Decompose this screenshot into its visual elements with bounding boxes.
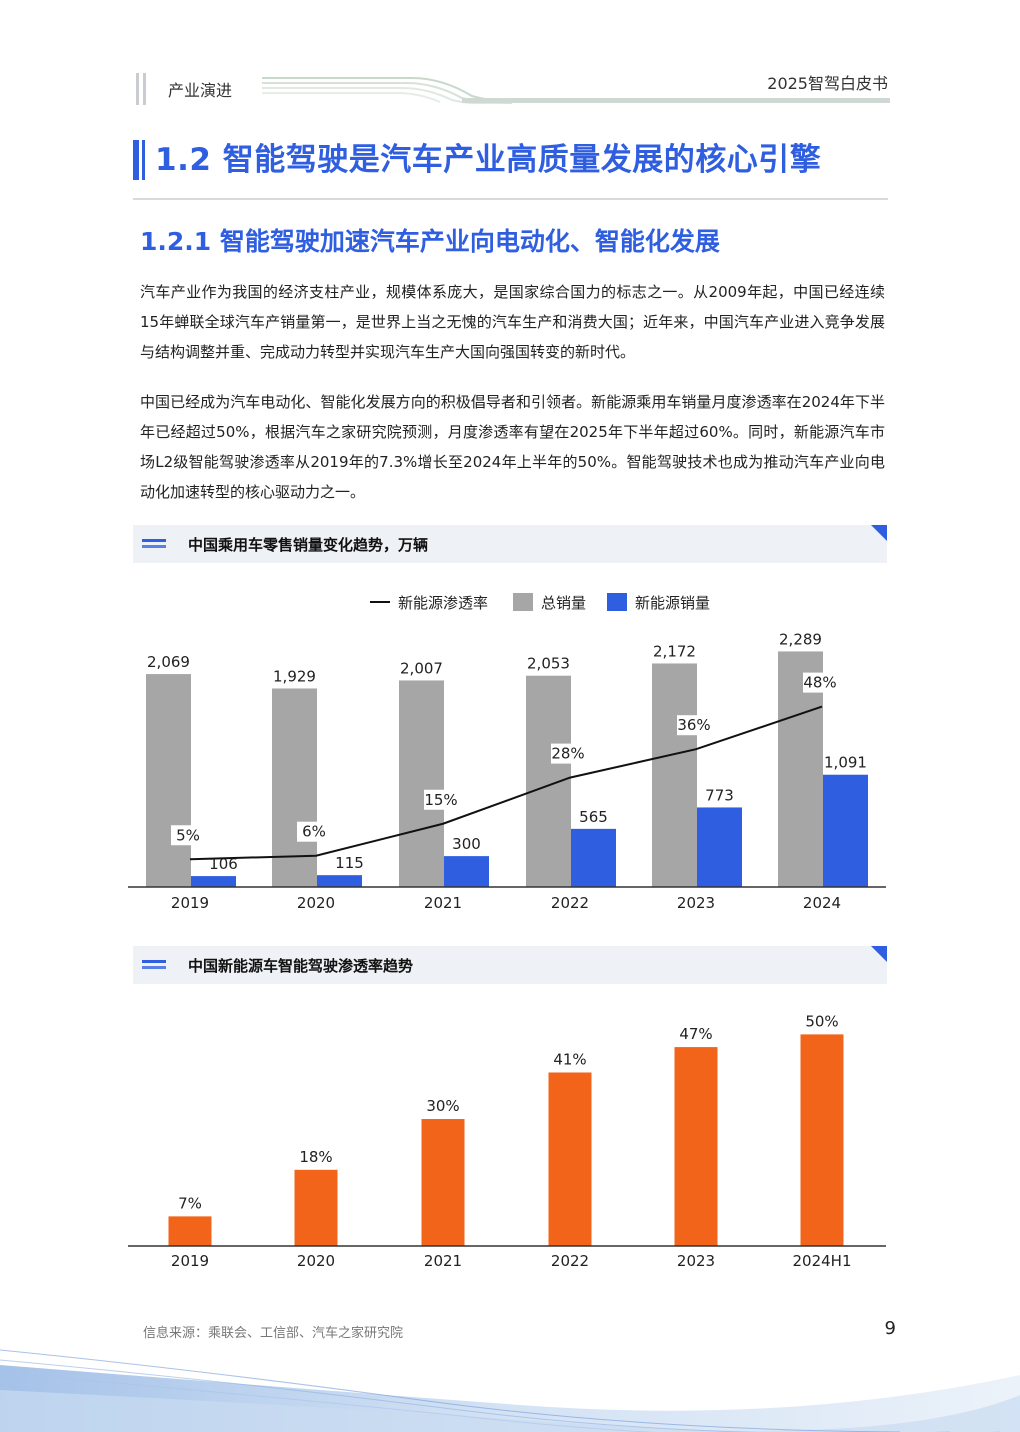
adas-rate-bar [800,1034,844,1246]
total-sales-label: 2,007 [400,659,443,677]
adas-rate-label: 30% [426,1097,459,1115]
x-tick-label: 2020 [297,894,335,912]
chart1-title-bar: 中国乘用车零售销量变化趋势，万辆 [133,525,887,563]
nev-sales-bar [823,774,868,887]
adas-rate-label: 7% [178,1194,202,1212]
nev-sales-bar [444,856,489,887]
legend-label-total: 总销量 [541,594,586,612]
title-bar-lines-icon [142,960,166,972]
rate-label-bg [297,821,331,842]
legend-swatch-nev [607,593,627,611]
adas-rate-label: 18% [299,1148,332,1166]
section-title: 1.2 智能驾驶是汽车产业高质量发展的核心引擎 [155,142,822,178]
header-bars-decoration [136,73,150,105]
nev-sales-label: 106 [209,855,238,873]
total-sales-bar [399,680,444,887]
chart2-title: 中国新能源车智能驾驶渗透率趋势 [188,957,414,975]
heading-divider [133,198,888,200]
subsection-title: 1.2.1 智能驾驶加速汽车产业向电动化、智能化发展 [140,227,720,256]
legend-label-nev: 新能源销量 [635,594,710,612]
header-doc-title: 2025智驾白皮书 [767,74,888,93]
x-tick-label: 2019 [171,1252,209,1270]
nev-sales-label: 1,091 [824,754,867,772]
adas-rate-bar [674,1047,718,1246]
x-tick-label: 2023 [677,894,715,912]
rate-data-label: 28% [551,745,584,763]
rate-label-bg [424,789,458,810]
rate-data-label: 48% [803,674,836,692]
adas-rate-label: 47% [679,1025,712,1043]
nev-sales-label: 565 [579,808,608,826]
legend-swatch-total [513,593,533,611]
page-number: 9 [884,1318,896,1339]
total-sales-bar [526,675,571,887]
x-tick-label: 2024H1 [793,1252,852,1270]
x-tick-label: 2022 [551,894,589,912]
nev-sales-bar [317,875,362,887]
x-tick-label: 2024 [803,894,841,912]
total-sales-label: 2,172 [653,642,696,660]
penetration-rate-line [189,705,823,861]
title-bar-lines-icon [142,539,166,551]
footer-wave-decoration [0,1349,1020,1432]
corner-triangle-icon [871,946,887,962]
chart2-title-bar: 中国新能源车智能驾驶渗透率趋势 [133,946,887,984]
source-note: 信息来源：乘联会、工信部、汽车之家研究院 [143,1326,404,1341]
total-sales-bar [652,663,697,887]
nev-sales-bar [571,828,616,887]
x-tick-label: 2023 [677,1252,715,1270]
rate-label-bg [803,672,837,693]
x-tick-label: 2021 [424,894,462,912]
header-section-label: 产业演进 [168,81,233,100]
body-paragraph-2: 中国已经成为汽车电动化、智能化发展方向的积极倡导者和引领者。新能源乘用车销量月度… [140,393,885,501]
total-sales-bar [272,688,317,887]
nev-sales-label: 300 [452,835,481,853]
x-tick-label: 2021 [424,1252,462,1270]
adas-rate-label: 50% [805,1012,838,1030]
nev-sales-label: 115 [335,854,364,872]
heading-accent-bar-thin [142,140,145,180]
nev-sales-bar [191,876,236,887]
rate-label-bg [677,715,711,736]
total-sales-label: 1,929 [273,667,316,685]
total-sales-label: 2,053 [527,655,570,673]
adas-rate-bar [294,1169,338,1246]
adas-rate-label: 41% [553,1050,586,1068]
nev-sales-bar [697,807,742,887]
chart1-title: 中国乘用车零售销量变化趋势，万辆 [188,536,429,554]
rate-data-label: 36% [677,716,710,734]
rate-label-bg [171,825,205,846]
adas-rate-bar [168,1216,212,1246]
heading-accent-bar [133,140,139,180]
rate-data-label: 15% [424,791,457,809]
nev-sales-label: 773 [705,786,734,804]
rate-data-label: 6% [302,823,326,841]
corner-triangle-icon [871,525,887,541]
x-tick-label: 2020 [297,1252,335,1270]
x-tick-label: 2019 [171,894,209,912]
header-deco-lines [262,77,890,104]
total-sales-label: 2,069 [147,653,190,671]
adas-rate-bar [421,1119,465,1246]
body-paragraph-1: 汽车产业作为我国的经济支柱产业，规模体系庞大，是国家综合国力的标志之一。从200… [140,283,885,361]
adas-rate-bar [548,1072,592,1246]
legend-label-rate: 新能源渗透率 [398,594,488,612]
x-tick-label: 2022 [551,1252,589,1270]
total-sales-bar [146,674,191,887]
total-sales-label: 2,289 [779,630,822,648]
rate-label-bg [551,743,585,764]
rate-data-label: 5% [176,826,200,844]
